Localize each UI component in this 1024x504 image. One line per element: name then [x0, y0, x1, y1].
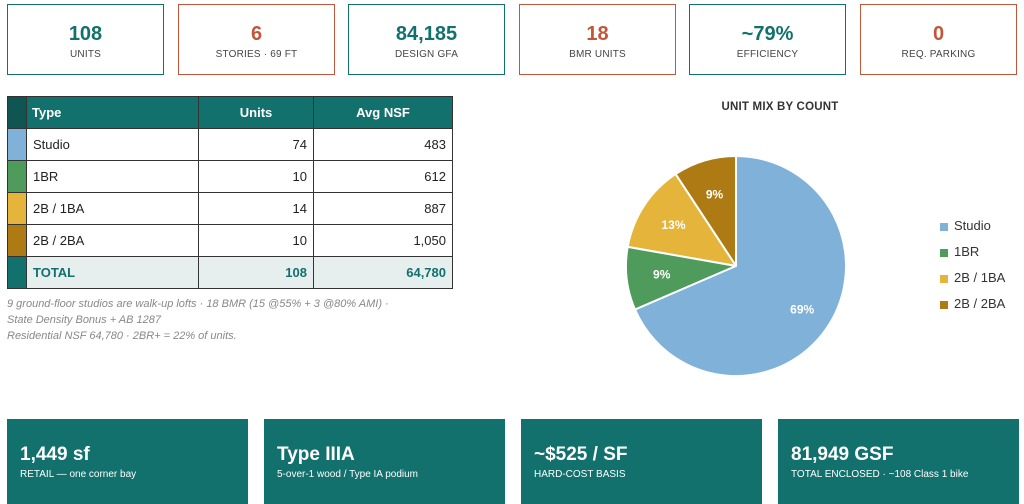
tile-total-enclosed: 81,949 GSF TOTAL ENCLOSED · ~108 Class 1…: [778, 419, 1019, 504]
kpi-label: BMR UNITS: [569, 49, 626, 60]
kpi-bmr-units: 18 BMR UNITS: [519, 4, 676, 75]
row-units: 74: [198, 128, 314, 161]
header-units: Units: [198, 96, 314, 129]
row-type: 2B / 2BA: [26, 224, 199, 257]
kpi-stories: 6 STORIES · 69 FT: [178, 4, 335, 75]
legend-swatch: [940, 275, 948, 283]
footnote-line: Residential NSF 64,780 · 2BR+ = 22% of u…: [7, 330, 237, 342]
header-swatch-cell: [7, 96, 27, 129]
legend-label: 1BR: [954, 244, 980, 259]
pie-slice-studio: [633, 154, 847, 377]
tile-caption: 5-over-1 wood / Type IA podium: [277, 469, 419, 480]
kpi-label: DESIGN GFA: [394, 49, 459, 60]
total-units: 108: [198, 256, 314, 289]
legend-swatch: [940, 301, 948, 309]
kpi-value: ~79%: [741, 23, 794, 45]
tile-value: ~$525 / SF: [534, 444, 628, 465]
kpi-label: UNITS: [70, 49, 101, 60]
row-swatch: [7, 128, 27, 161]
tile-retail: 1,449 sf RETAIL — one corner bay: [7, 419, 248, 504]
tile-value: 1,449 sf: [20, 444, 90, 465]
footnote-line: State Density Bonus + AB 1287: [7, 314, 161, 326]
kpi-label: STORIES · 69 FT: [215, 49, 298, 60]
row-type: Studio: [26, 128, 199, 161]
row-avg-nsf: 887: [313, 192, 453, 225]
kpi-label: REQ. PARKING: [901, 49, 976, 60]
table-row: 1BR 10 612: [7, 160, 453, 193]
table-row: Studio 74 483: [7, 128, 453, 161]
tile-construction-type: Type IIIA 5-over-1 wood / Type IA podium: [264, 419, 505, 504]
kpi-value: 6: [250, 23, 263, 45]
total-swatch: [7, 256, 27, 289]
kpi-value: 0: [932, 23, 945, 45]
kpi-value: 18: [586, 23, 609, 45]
header-avg-nsf: Avg NSF: [313, 96, 453, 129]
row-swatch: [7, 160, 27, 193]
tile-value: 81,949 GSF: [791, 444, 894, 465]
tile-hard-cost: ~$525 / SF HARD-COST BASIS: [521, 419, 762, 504]
row-avg-nsf: 1,050: [313, 224, 453, 257]
kpi-design-gfa: 84,185 DESIGN GFA: [348, 4, 505, 75]
legend-swatch: [940, 249, 948, 257]
table-total-row: TOTAL 108 64,780: [7, 256, 453, 289]
total-type: TOTAL: [26, 256, 199, 289]
legend-label: 2B / 1BA: [954, 270, 1006, 285]
kpi-value: 84,185: [395, 23, 458, 45]
row-type: 2B / 1BA: [26, 192, 199, 225]
header-type: Type: [26, 96, 199, 129]
tile-caption: TOTAL ENCLOSED · ~108 Class 1 bike: [791, 469, 969, 480]
chart-title: UNIT MIX BY COUNT: [721, 101, 839, 113]
row-swatch: [7, 192, 27, 225]
tile-value: Type IIIA: [277, 444, 355, 465]
legend-label: Studio: [954, 218, 991, 233]
table-row: 2B / 1BA 14 887: [7, 192, 453, 225]
row-avg-nsf: 612: [313, 160, 453, 193]
table-header-row: Type Units Avg NSF: [7, 96, 453, 129]
pie-data-label: 13%: [661, 218, 685, 232]
row-type: 1BR: [26, 160, 199, 193]
row-units: 14: [198, 192, 314, 225]
kpi-units: 108 UNITS: [7, 4, 164, 75]
legend-label: 2B / 2BA: [954, 296, 1006, 311]
total-avg-nsf: 64,780: [313, 256, 453, 289]
tile-caption: HARD-COST BASIS: [534, 469, 626, 480]
row-avg-nsf: 483: [313, 128, 453, 161]
footnote-line: 9 ground-floor studios are walk-up lofts…: [7, 298, 389, 310]
kpi-efficiency: ~79% EFFICIENCY: [689, 4, 846, 75]
unit-mix-pie-chart: 9% 13% 9% 69%: [625, 154, 847, 377]
kpi-label: EFFICIENCY: [736, 49, 799, 60]
unit-mix-table: Type Units Avg NSF Studio 74 483 1BR 10 …: [7, 96, 453, 289]
pie-data-label: 69%: [790, 303, 814, 317]
pie-data-label: 9%: [653, 268, 671, 282]
row-units: 10: [198, 224, 314, 257]
pie-slice-2b-1ba: [626, 172, 739, 268]
row-swatch: [7, 224, 27, 257]
table-row: 2B / 2BA 10 1,050: [7, 224, 453, 257]
tile-caption: RETAIL — one corner bay: [20, 469, 137, 480]
kpi-value: 108: [68, 23, 103, 45]
row-units: 10: [198, 160, 314, 193]
kpi-row: 108 UNITS 6 STORIES · 69 FT 84,185 DESIG…: [7, 4, 1019, 75]
legend-swatch: [940, 223, 948, 231]
table-footnote: 9 ground-floor studios are walk-up lofts…: [7, 296, 447, 344]
pie-data-label: 9%: [706, 187, 724, 201]
kpi-req-parking: 0 REQ. PARKING: [860, 4, 1017, 75]
